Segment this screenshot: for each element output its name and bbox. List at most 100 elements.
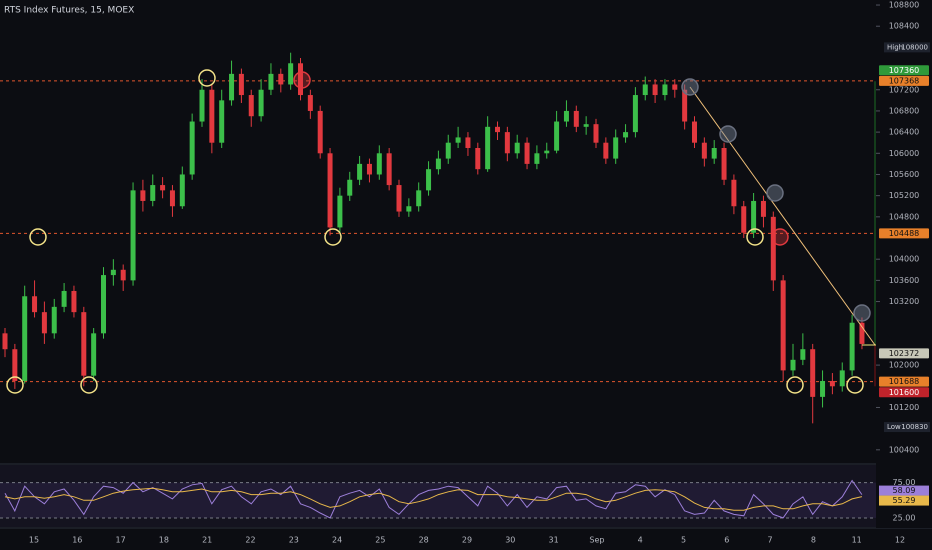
x-tick-label: 23 [289,536,299,545]
x-tick-label: 18 [159,536,169,545]
candle-body [288,63,294,85]
candle-body [347,179,353,196]
trend-point [719,125,737,143]
entry-label: 102372 [889,349,920,358]
pivot-marker [746,228,764,246]
price-pane [0,52,876,424]
x-tick-label: 15 [29,536,39,545]
candle-body [101,275,106,334]
chart-title: RTS Index Futures, 15, MOEX [4,6,134,16]
candle-body [209,89,215,143]
candle-body [22,296,28,381]
rsi-last-box [879,495,929,506]
y-tick-label: 106000 [889,149,920,158]
candle-body [41,312,47,334]
candle-body [780,280,786,371]
candle-body [376,153,382,175]
candle-body [504,132,510,154]
y-tick-label: 103200 [889,297,920,306]
pivot-marker [198,69,216,87]
candle-body [160,185,166,191]
candle-body [130,190,136,281]
candle-body [583,124,589,127]
candle-body [455,137,461,143]
y-tick-label: 104800 [889,212,920,221]
y-tick-label: 107200 [889,85,920,94]
x-tick-label: 8 [811,536,816,545]
y-tick-label: 105200 [889,191,920,200]
y-tick-label: 108400 [889,22,920,31]
candle-body [820,380,826,397]
y-tick-label: 103600 [889,276,920,285]
low-tag-name: Low [887,423,901,431]
candle-body [219,100,225,143]
rsi-line [4,487,863,511]
y-tick-label: 102000 [889,361,920,370]
candle-body [357,163,363,180]
candle-body [307,95,313,111]
high-tag-box [884,42,930,53]
x-tick-label: 28 [419,536,429,545]
candle-body [32,296,38,313]
candle-body [652,84,658,96]
low-tag-value: 100830 [901,423,928,431]
x-tick-label: 12 [895,536,905,545]
trend-point [766,184,784,202]
rsi-pane [0,465,876,527]
x-tick-label: 24 [332,536,342,545]
trend-point [681,78,699,96]
candle-body [475,147,481,170]
x-tick-label: 4 [638,536,643,545]
candle-body [810,349,816,397]
candle-body [760,200,766,217]
candle-body [229,73,235,101]
x-tick-label: 31 [549,536,559,545]
y-tick-label: 101200 [889,403,920,412]
pivot-marker [324,228,342,246]
candle-body [721,147,727,180]
candle-body [632,95,638,133]
target-label-box [879,65,929,76]
rsi-band [0,482,876,518]
candle-body [169,190,175,207]
candle-body [603,142,609,159]
axis-labels: 100400 101200 102000 103200 103600 104000 1048… [29,1,930,545]
pivot-marker [771,228,789,246]
x-tick-label: 6 [724,536,729,545]
candle-body [2,333,8,350]
level-label: 104488 [889,229,920,238]
candle-body [672,84,678,90]
candle-body [140,190,146,201]
x-tick-label: 25 [375,536,385,545]
candle-body [731,179,737,207]
candle-body [563,110,569,122]
candle-body [642,84,648,96]
rsi-last-label: 58.09 [893,486,916,495]
candle-body [51,306,57,334]
x-tick-label: 5 [681,536,686,545]
candle-body [91,333,97,376]
candle-body [544,150,550,154]
stop-label: 101600 [889,388,920,397]
candle-body [386,153,392,186]
candle-body [327,153,333,228]
high-tag-value: 108000 [901,43,928,51]
y-tick-label: 100400 [889,445,920,454]
pivot-marker [80,376,98,394]
candle-body [573,110,579,127]
candle-body [770,216,776,281]
y-tick-label: 108800 [889,1,920,10]
entry-label-box [879,348,929,359]
pivot-marker [293,71,311,89]
y-tick-label: 106800 [889,106,920,115]
candle-body [524,142,530,164]
candle-body [829,380,835,387]
candle-body [238,73,244,96]
candle-body [534,153,540,164]
x-tick-label: 22 [245,536,255,545]
trend-point [853,304,871,322]
candle-body [396,185,402,212]
level-label-box [879,376,929,387]
candle-body [623,132,629,138]
level-label: 101688 [889,377,920,386]
